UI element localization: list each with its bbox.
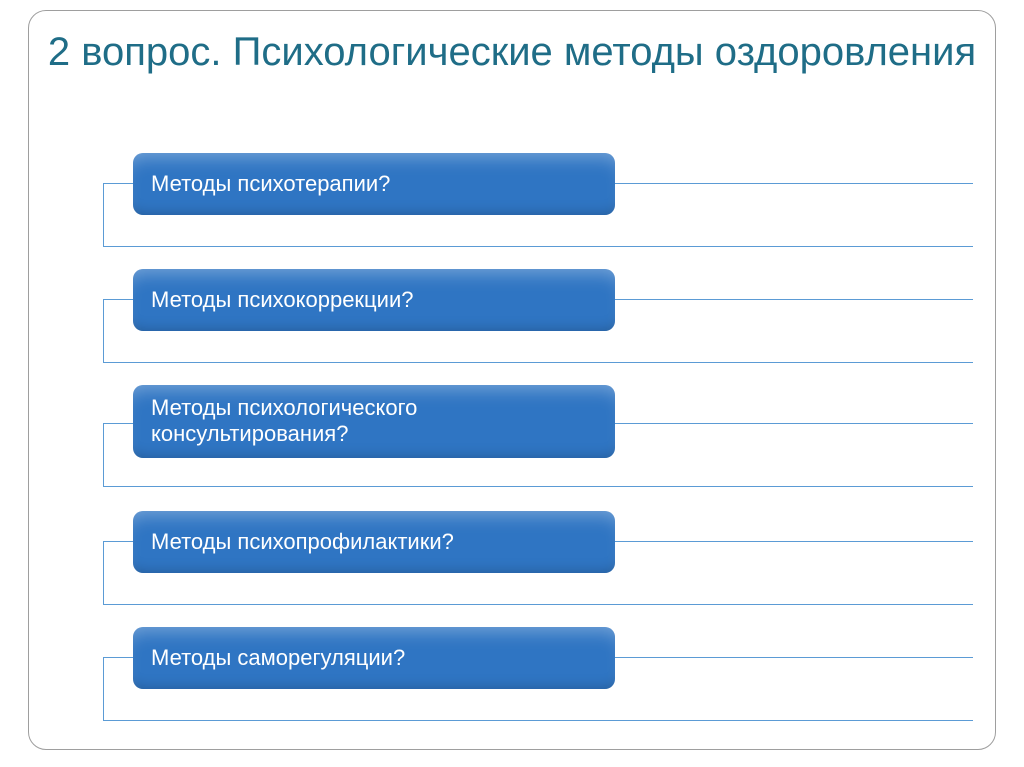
item-label: Методы саморегуляции?: [151, 645, 405, 671]
list-item: Методы психокоррекции?: [103, 269, 973, 367]
list-item: Методы психологического консультирования…: [103, 385, 973, 493]
item-pill: Методы психокоррекции?: [133, 269, 615, 331]
item-pill: Методы психопрофилактики?: [133, 511, 615, 573]
slide-frame: 2 вопрос. Психологические методы оздоров…: [28, 10, 996, 750]
list-item: Методы саморегуляции?: [103, 627, 973, 725]
list-item: Методы психопрофилактики?: [103, 511, 973, 609]
item-label: Методы психотерапии?: [151, 171, 390, 197]
list-item: Методы психотерапии?: [103, 153, 973, 251]
slide-title: 2 вопрос. Психологические методы оздоров…: [29, 11, 995, 75]
item-pill: Методы психологического консультирования…: [133, 385, 615, 458]
method-list: Методы психотерапии? Методы психокоррекци…: [103, 153, 973, 743]
item-label: Методы психокоррекции?: [151, 287, 413, 313]
item-label: Методы психологического консультирования…: [151, 395, 597, 448]
item-label: Методы психопрофилактики?: [151, 529, 454, 555]
item-pill: Методы психотерапии?: [133, 153, 615, 215]
item-pill: Методы саморегуляции?: [133, 627, 615, 689]
